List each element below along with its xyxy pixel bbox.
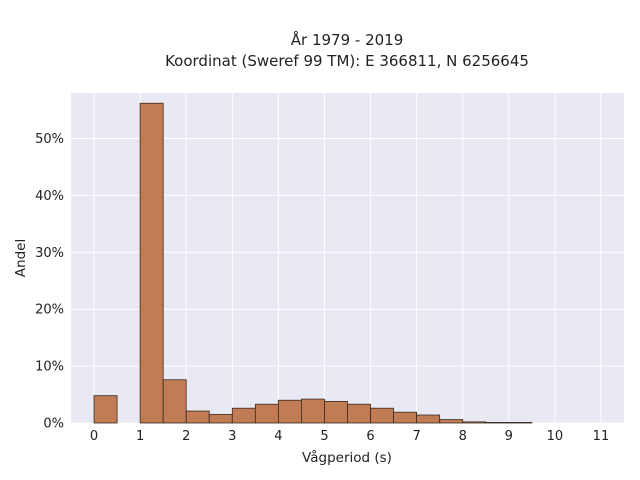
histogram-bar [301, 398, 325, 424]
histogram-bar [185, 410, 210, 424]
x-tick-label: 8 [459, 429, 467, 444]
histogram-bar [277, 399, 302, 424]
x-tick-label: 7 [412, 429, 420, 444]
chart-title-line-1: År 1979 - 2019 [291, 30, 404, 49]
histogram-bar [347, 403, 371, 424]
histogram-bar [254, 403, 279, 424]
histogram-bar [393, 411, 418, 424]
y-axis-label: Andel [13, 239, 29, 277]
y-tick-label: 0% [43, 417, 64, 432]
histogram-bar [416, 414, 441, 424]
histogram-bar [462, 421, 487, 424]
histogram-bar [508, 422, 533, 424]
x-tick-label: 6 [366, 429, 374, 444]
x-axis-label: Vågperiod (s) [302, 449, 392, 466]
x-tick-label: 0 [90, 429, 98, 444]
x-tick-label: 4 [274, 429, 282, 444]
chart-title-line-2: Koordinat (Sweref 99 TM): E 366811, N 62… [165, 52, 529, 70]
x-tick-label: 9 [505, 429, 513, 444]
x-tick-labels: 0 1 2 3 4 5 6 7 8 9 10 11 [90, 429, 609, 444]
y-tick-label: 10% [35, 360, 64, 375]
histogram-bar [208, 414, 233, 424]
bars [93, 102, 533, 424]
histogram-bar [370, 407, 394, 424]
x-tick-label: 3 [228, 429, 236, 444]
y-tick-label: 50% [35, 132, 64, 147]
histogram-bar [93, 395, 118, 424]
x-tick-label: 5 [320, 429, 328, 444]
histogram-bar [162, 379, 187, 424]
histogram-bar [231, 407, 256, 424]
histogram-bar [139, 102, 164, 424]
y-tick-labels: 0% 10% 20% 30% 40% 50% [35, 132, 64, 431]
x-tick-label: 2 [182, 429, 190, 444]
x-tick-label: 10 [547, 429, 564, 444]
y-tick-label: 20% [35, 303, 64, 318]
histogram-bar [439, 419, 464, 424]
histogram-bar [324, 400, 348, 424]
x-tick-label: 1 [136, 429, 144, 444]
y-tick-label: 40% [35, 189, 64, 204]
x-tick-label: 11 [593, 429, 610, 444]
y-tick-label: 30% [35, 246, 64, 261]
histogram-bar [485, 422, 510, 424]
